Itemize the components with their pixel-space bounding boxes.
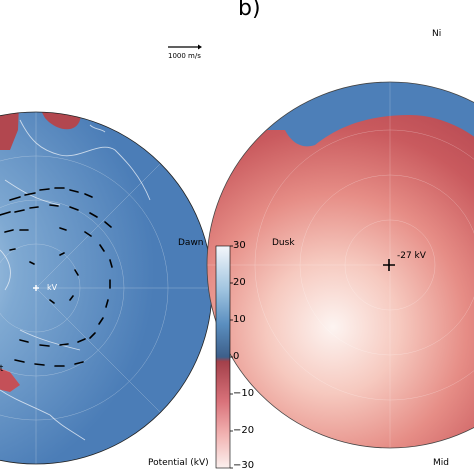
colorbar [215, 245, 233, 469]
colorbar-tick-30: 30 [233, 240, 246, 251]
left-low-blob [0, 360, 20, 392]
colorbar-tick-10: 10 [233, 314, 246, 325]
noon-label: Ni [432, 29, 442, 39]
midnight-label: Mid [433, 458, 449, 468]
dawn-label: Dawn [178, 238, 204, 248]
colorbar-tick-minus-20: −20 [233, 425, 255, 436]
right-map-border [206, 81, 474, 449]
left-edge-label: nt [0, 364, 4, 374]
colorbar-tick-20: 20 [233, 277, 246, 288]
left-grid [0, 112, 212, 464]
colorbar-tick-0: 0 [233, 351, 240, 362]
right-grid [207, 82, 474, 448]
scale-label: 1000 m/s [168, 52, 201, 60]
colorbar-title: Potential (kV) [148, 458, 209, 468]
right-polar-map [207, 82, 474, 448]
colorbar-tick-minus-30: −30 [233, 460, 255, 471]
left-potential-label: kV [47, 283, 58, 292]
right-potential-label: -27 kV [397, 251, 426, 261]
velocity-vectors [0, 187, 113, 367]
colorbar-tick-minus-10: −10 [233, 388, 255, 399]
panel-label: b) [238, 0, 261, 21]
left-potential-marker [33, 285, 39, 291]
dusk-label: Dusk [272, 238, 295, 248]
scale-arrow [168, 44, 202, 50]
right-potential-marker [383, 259, 395, 271]
